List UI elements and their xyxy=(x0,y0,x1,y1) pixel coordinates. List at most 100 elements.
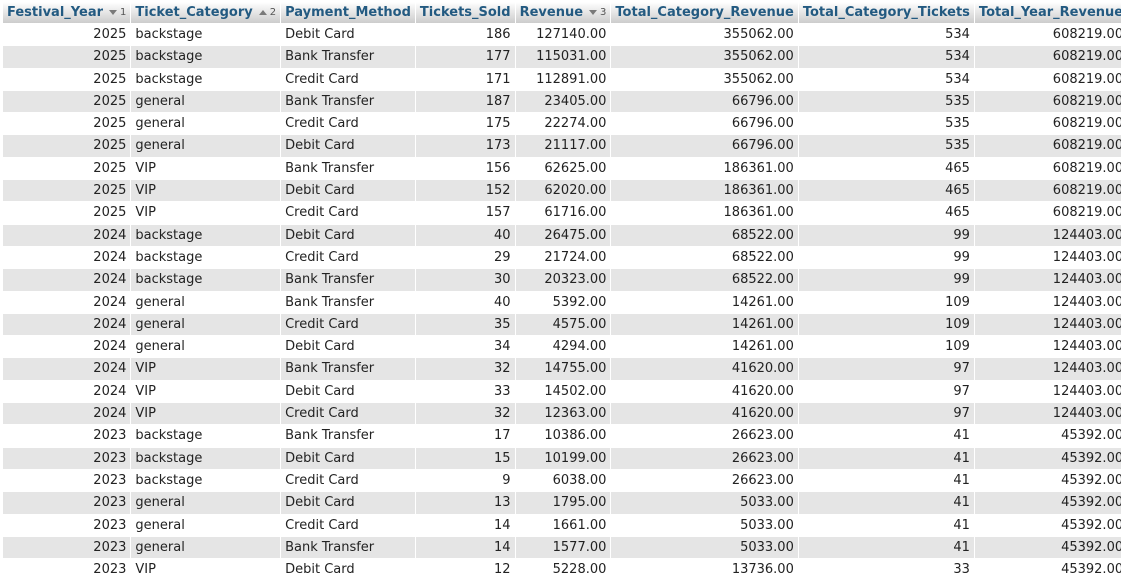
cell-festival-year[interactable]: 2023 xyxy=(3,469,131,492)
cell-total-year-revenue[interactable]: 45392.00 xyxy=(974,514,1121,536)
cell-payment-method[interactable]: Debit Card xyxy=(281,180,415,202)
table-row[interactable]: 2025 general Credit Card 175 22274.00 66796.0… xyxy=(3,113,1121,135)
cell-ticket-category[interactable]: general xyxy=(131,113,281,135)
cell-total-year-revenue[interactable]: 124403.00 xyxy=(974,269,1121,291)
column-header-total-category-revenue[interactable]: Total_Category_Revenue xyxy=(611,2,798,23)
cell-payment-method[interactable]: Bank Transfer xyxy=(281,269,415,291)
cell-payment-method[interactable]: Debit Card xyxy=(281,559,415,581)
cell-festival-year[interactable]: 2024 xyxy=(3,246,131,269)
cell-total-year-revenue[interactable]: 608219.00 xyxy=(974,68,1121,90)
table-row[interactable]: 2024 backstage Debit Card 40 26475.00 68522.0… xyxy=(3,224,1121,246)
cell-festival-year[interactable]: 2023 xyxy=(3,559,131,581)
cell-total-category-tickets[interactable]: 535 xyxy=(798,135,974,157)
cell-total-category-revenue[interactable]: 68522.00 xyxy=(611,269,798,291)
cell-tickets-sold[interactable]: 156 xyxy=(415,157,515,180)
cell-total-category-tickets[interactable]: 99 xyxy=(798,246,974,269)
cell-festival-year[interactable]: 2023 xyxy=(3,492,131,514)
cell-total-category-revenue[interactable]: 355062.00 xyxy=(611,24,798,46)
cell-total-category-tickets[interactable]: 465 xyxy=(798,202,974,224)
cell-revenue[interactable]: 4575.00 xyxy=(515,313,611,336)
cell-revenue[interactable]: 22274.00 xyxy=(515,113,611,135)
cell-ticket-category[interactable]: general xyxy=(131,135,281,157)
cell-total-category-revenue[interactable]: 14261.00 xyxy=(611,336,798,358)
cell-total-category-tickets[interactable]: 41 xyxy=(798,447,974,469)
cell-total-category-revenue[interactable]: 13736.00 xyxy=(611,559,798,581)
cell-tickets-sold[interactable]: 32 xyxy=(415,358,515,380)
cell-total-category-revenue[interactable]: 186361.00 xyxy=(611,180,798,202)
cell-ticket-category[interactable]: VIP xyxy=(131,180,281,202)
table-row[interactable]: 2024 general Debit Card 34 4294.00 14261.00 10… xyxy=(3,336,1121,358)
cell-ticket-category[interactable]: VIP xyxy=(131,157,281,180)
cell-ticket-category[interactable]: backstage xyxy=(131,46,281,68)
cell-payment-method[interactable]: Credit Card xyxy=(281,68,415,90)
cell-ticket-category[interactable]: backstage xyxy=(131,269,281,291)
cell-total-year-revenue[interactable]: 45392.00 xyxy=(974,447,1121,469)
cell-total-category-tickets[interactable]: 33 xyxy=(798,559,974,581)
cell-festival-year[interactable]: 2023 xyxy=(3,536,131,559)
cell-revenue[interactable]: 10386.00 xyxy=(515,425,611,447)
table-row[interactable]: 2025 backstage Credit Card 171 112891.00 3550… xyxy=(3,68,1121,90)
cell-total-category-revenue[interactable]: 355062.00 xyxy=(611,46,798,68)
cell-tickets-sold[interactable]: 173 xyxy=(415,135,515,157)
cell-tickets-sold[interactable]: 30 xyxy=(415,269,515,291)
cell-payment-method[interactable]: Debit Card xyxy=(281,380,415,403)
cell-revenue[interactable]: 112891.00 xyxy=(515,68,611,90)
cell-festival-year[interactable]: 2024 xyxy=(3,358,131,380)
cell-total-category-tickets[interactable]: 99 xyxy=(798,269,974,291)
cell-ticket-category[interactable]: general xyxy=(131,514,281,536)
table-row[interactable]: 2024 backstage Credit Card 29 21724.00 68522.… xyxy=(3,246,1121,269)
cell-festival-year[interactable]: 2025 xyxy=(3,157,131,180)
cell-revenue[interactable]: 5228.00 xyxy=(515,559,611,581)
cell-festival-year[interactable]: 2025 xyxy=(3,24,131,46)
sort-indicator[interactable]: 1 xyxy=(109,7,126,18)
table-row[interactable]: 2025 backstage Bank Transfer 177 115031.00 35… xyxy=(3,46,1121,68)
cell-ticket-category[interactable]: VIP xyxy=(131,202,281,224)
column-header-ticket-category[interactable]: Ticket_Category 2 xyxy=(131,2,281,23)
cell-total-category-revenue[interactable]: 26623.00 xyxy=(611,469,798,492)
cell-total-category-tickets[interactable]: 97 xyxy=(798,380,974,403)
cell-total-year-revenue[interactable]: 124403.00 xyxy=(974,291,1121,313)
cell-total-category-revenue[interactable]: 355062.00 xyxy=(611,68,798,90)
cell-total-year-revenue[interactable]: 124403.00 xyxy=(974,313,1121,336)
cell-total-category-tickets[interactable]: 41 xyxy=(798,514,974,536)
table-row[interactable]: 2024 VIP Credit Card 32 12363.00 41620.00 97 12… xyxy=(3,403,1121,425)
cell-total-year-revenue[interactable]: 608219.00 xyxy=(974,90,1121,113)
cell-total-category-tickets[interactable]: 534 xyxy=(798,46,974,68)
cell-revenue[interactable]: 21117.00 xyxy=(515,135,611,157)
cell-ticket-category[interactable]: VIP xyxy=(131,559,281,581)
table-row[interactable]: 2025 VIP Bank Transfer 156 62625.00 186361.00… xyxy=(3,157,1121,180)
cell-total-year-revenue[interactable]: 45392.00 xyxy=(974,492,1121,514)
cell-total-year-revenue[interactable]: 608219.00 xyxy=(974,202,1121,224)
cell-revenue[interactable]: 62625.00 xyxy=(515,157,611,180)
column-header-label[interactable]: Revenue xyxy=(519,5,584,20)
cell-payment-method[interactable]: Debit Card xyxy=(281,447,415,469)
cell-total-year-revenue[interactable]: 45392.00 xyxy=(974,559,1121,581)
cell-tickets-sold[interactable]: 13 xyxy=(415,492,515,514)
cell-total-category-revenue[interactable]: 66796.00 xyxy=(611,90,798,113)
cell-revenue[interactable]: 10199.00 xyxy=(515,447,611,469)
cell-revenue[interactable]: 21724.00 xyxy=(515,246,611,269)
table-row[interactable]: 2025 general Bank Transfer 187 23405.00 66796… xyxy=(3,90,1121,113)
column-header-payment-method[interactable]: Payment_Method xyxy=(281,2,415,23)
cell-total-year-revenue[interactable]: 608219.00 xyxy=(974,135,1121,157)
cell-total-category-tickets[interactable]: 109 xyxy=(798,313,974,336)
cell-tickets-sold[interactable]: 14 xyxy=(415,514,515,536)
cell-total-category-tickets[interactable]: 41 xyxy=(798,469,974,492)
cell-festival-year[interactable]: 2024 xyxy=(3,269,131,291)
cell-festival-year[interactable]: 2025 xyxy=(3,113,131,135)
cell-total-category-revenue[interactable]: 26623.00 xyxy=(611,447,798,469)
table-row[interactable]: 2023 general Bank Transfer 14 1577.00 5033.00… xyxy=(3,536,1121,559)
cell-tickets-sold[interactable]: 152 xyxy=(415,180,515,202)
cell-festival-year[interactable]: 2024 xyxy=(3,291,131,313)
cell-total-category-revenue[interactable]: 66796.00 xyxy=(611,135,798,157)
cell-revenue[interactable]: 115031.00 xyxy=(515,46,611,68)
cell-tickets-sold[interactable]: 175 xyxy=(415,113,515,135)
cell-tickets-sold[interactable]: 171 xyxy=(415,68,515,90)
table-row[interactable]: 2024 VIP Debit Card 33 14502.00 41620.00 97 124… xyxy=(3,380,1121,403)
cell-revenue[interactable]: 14755.00 xyxy=(515,358,611,380)
cell-total-category-revenue[interactable]: 68522.00 xyxy=(611,246,798,269)
cell-revenue[interactable]: 12363.00 xyxy=(515,403,611,425)
column-header-revenue[interactable]: Revenue 3 xyxy=(515,2,611,23)
column-header-total-year-revenue[interactable]: Total_Year_Revenue xyxy=(974,2,1121,23)
cell-festival-year[interactable]: 2025 xyxy=(3,46,131,68)
